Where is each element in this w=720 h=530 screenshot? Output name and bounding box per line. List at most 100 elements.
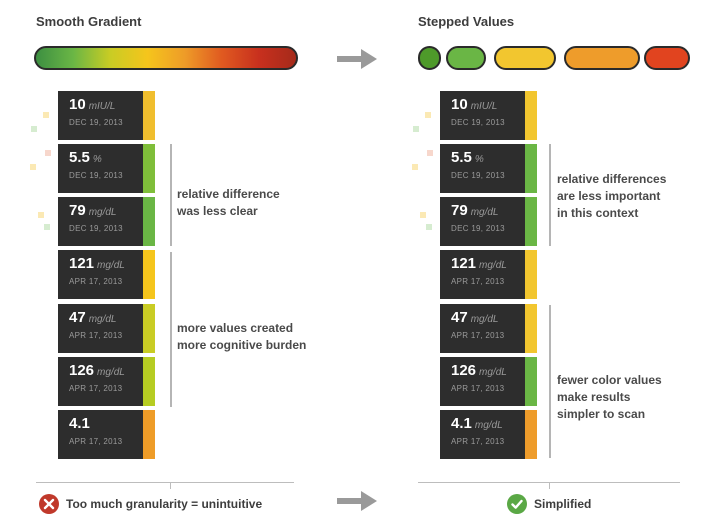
left-note-1: relative difference was less clear <box>177 186 280 220</box>
faded-mark <box>426 224 432 230</box>
faded-mark <box>44 224 50 230</box>
note-line: more values created <box>177 321 294 335</box>
result-card: 79 mg/dL DEC 19, 2013 <box>58 197 143 246</box>
result-date: DEC 19, 2013 <box>451 224 505 233</box>
color-step-pill <box>494 46 556 70</box>
color-step-pill <box>446 46 486 70</box>
faded-mark <box>38 212 44 218</box>
bracket-line <box>170 252 172 407</box>
result-date: DEC 19, 2013 <box>69 118 123 127</box>
note-line: simpler to scan <box>557 407 646 421</box>
result-value: 79 mg/dL <box>69 202 143 222</box>
result-value: 5.5% <box>69 149 143 169</box>
result-value: 79 mg/dL <box>451 202 525 222</box>
note-line: make results <box>557 390 631 404</box>
value-number: 4.1 <box>451 415 472 432</box>
note-line: was less clear <box>177 204 258 218</box>
result-card: 126 mg/dL APR 17, 2013 <box>440 357 525 406</box>
color-indicator <box>525 410 537 459</box>
color-indicator <box>143 304 155 353</box>
result-card: 79 mg/dL DEC 19, 2013 <box>440 197 525 246</box>
baseline-tick <box>170 482 171 489</box>
value-unit: mg/dL <box>88 314 117 325</box>
color-indicator <box>525 304 537 353</box>
value-unit: mg/dL <box>470 314 499 325</box>
right-arrow-icon <box>337 491 377 511</box>
result-card: 126 mg/dL APR 17, 2013 <box>58 357 143 406</box>
note-line: relative differences <box>557 172 667 186</box>
result-value: 4.1 mg/dL <box>451 415 525 435</box>
faded-mark <box>427 150 433 156</box>
color-indicator <box>525 250 537 299</box>
value-number: 79 <box>69 202 86 219</box>
result-value: 5.5% <box>451 149 525 169</box>
faded-mark <box>412 164 418 170</box>
result-card: 5.5% DEC 19, 2013 <box>440 144 525 193</box>
result-card: 121 mg/dL APR 17, 2013 <box>440 250 525 299</box>
right-footer-label: Simplified <box>534 497 592 511</box>
result-value: 126 mg/dL <box>69 362 143 382</box>
value-unit: mg/dL <box>97 260 125 271</box>
result-date: APR 17, 2013 <box>451 384 505 393</box>
faded-mark <box>420 212 426 218</box>
bracket-line <box>170 144 172 246</box>
value-number: 10 <box>69 96 86 113</box>
result-value: 121 mg/dL <box>69 255 143 275</box>
value-unit: mg/dL <box>88 207 117 218</box>
result-date: APR 17, 2013 <box>69 384 123 393</box>
result-value: 47 mg/dL <box>69 309 143 329</box>
value-number: 121 <box>451 255 477 272</box>
value-number: 79 <box>451 202 468 219</box>
result-card: 47 mg/dL APR 17, 2013 <box>440 304 525 353</box>
value-number: 5.5 <box>451 149 472 166</box>
result-date: APR 17, 2013 <box>69 277 123 286</box>
bracket-line <box>549 305 551 458</box>
color-step-pill <box>644 46 690 70</box>
value-unit: % <box>92 154 102 165</box>
result-date: DEC 19, 2013 <box>69 224 123 233</box>
result-value: 126 mg/dL <box>451 362 525 382</box>
value-number: 47 <box>451 309 468 326</box>
result-card: 10 mIU/L DEC 19, 2013 <box>58 91 143 140</box>
result-card: 47 mg/dL APR 17, 2013 <box>58 304 143 353</box>
baseline-tick <box>549 482 550 489</box>
value-unit: mIU/L <box>470 101 498 112</box>
result-value: 4.1 <box>69 415 143 435</box>
result-date: APR 17, 2013 <box>69 437 123 446</box>
value-unit: mg/dL <box>479 367 507 378</box>
faded-mark <box>30 164 36 170</box>
right-heading: Stepped Values <box>418 14 515 29</box>
faded-mark <box>413 126 419 132</box>
value-unit: mIU/L <box>88 101 116 112</box>
note-line: are less important <box>557 189 661 203</box>
left-note-2: more values created more cognitive burde… <box>177 320 306 354</box>
left-footer-label: Too much granularity = unintuitive <box>66 497 263 511</box>
bracket-line <box>549 144 551 246</box>
right-note-1: relative differences are less important … <box>557 171 666 222</box>
result-date: DEC 19, 2013 <box>451 118 505 127</box>
color-step-pill <box>564 46 640 70</box>
right-note-2: fewer color values make results simpler … <box>557 372 662 423</box>
color-indicator <box>525 357 537 406</box>
value-number: 47 <box>69 309 86 326</box>
result-date: DEC 19, 2013 <box>451 171 505 180</box>
x-circle-icon <box>39 494 59 514</box>
check-circle-icon <box>507 494 527 514</box>
result-date: APR 17, 2013 <box>69 331 123 340</box>
result-value: 10 mIU/L <box>69 96 143 116</box>
color-indicator <box>143 144 155 193</box>
color-indicator <box>525 197 537 246</box>
value-number: 126 <box>451 362 477 379</box>
result-card: 10 mIU/L DEC 19, 2013 <box>440 91 525 140</box>
result-value: 10 mIU/L <box>451 96 525 116</box>
color-indicator <box>143 197 155 246</box>
value-unit: mg/dL <box>97 367 125 378</box>
right-arrow-icon <box>337 49 377 69</box>
result-card: 4.1 mg/dL APR 17, 2013 <box>440 410 525 459</box>
value-unit: % <box>474 154 484 165</box>
color-step-pill <box>418 46 441 70</box>
left-baseline <box>36 482 294 483</box>
color-indicator <box>525 144 537 193</box>
left-heading: Smooth Gradient <box>36 14 142 29</box>
value-number: 4.1 <box>69 415 90 432</box>
